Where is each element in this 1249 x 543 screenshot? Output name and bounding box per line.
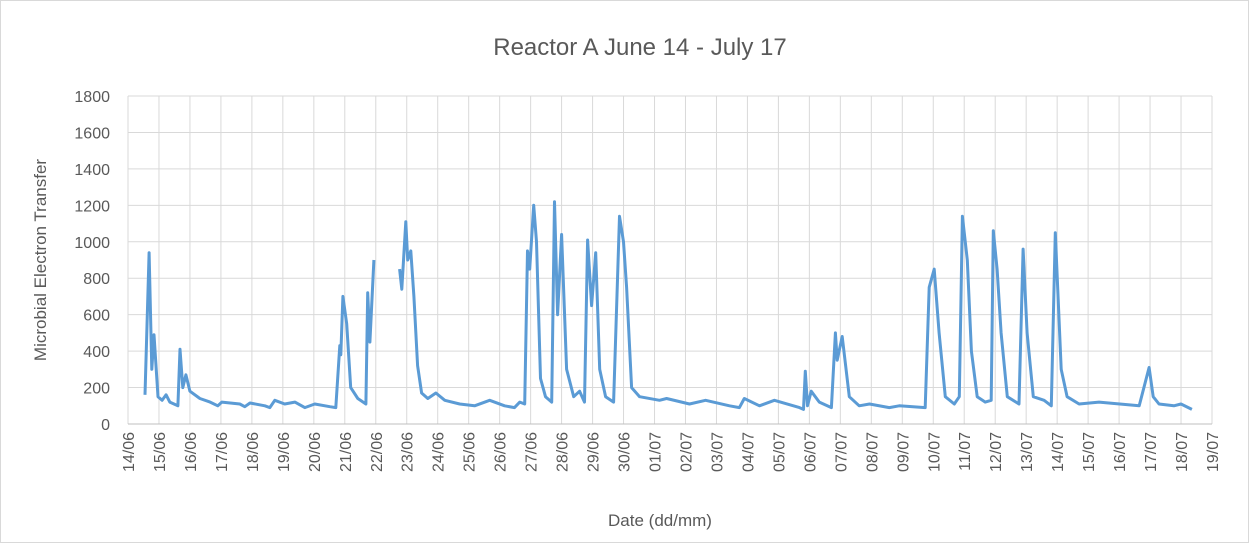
x-tick-label: 19/07 xyxy=(1205,432,1222,472)
x-tick-label: 26/06 xyxy=(493,432,510,472)
y-tick-label: 0 xyxy=(101,417,110,434)
x-tick-label: 07/07 xyxy=(833,432,850,472)
x-tick-label: 14/06 xyxy=(121,432,138,472)
chart-title: Reactor A June 14 - July 17 xyxy=(493,34,787,61)
x-tick-label: 22/06 xyxy=(369,432,386,472)
x-tick-label: 16/06 xyxy=(183,432,200,472)
y-tick-label: 1600 xyxy=(74,125,110,142)
x-tick-label: 23/06 xyxy=(400,432,417,472)
x-tick-label: 30/06 xyxy=(617,432,634,472)
y-tick-label: 1200 xyxy=(74,198,110,215)
x-tick-label: 20/06 xyxy=(307,432,324,472)
x-tick-label: 03/07 xyxy=(709,432,726,472)
x-tick-label: 15/07 xyxy=(1081,432,1098,472)
data-line xyxy=(143,200,1193,411)
x-tick-label: 05/07 xyxy=(771,432,788,472)
y-tick-label: 200 xyxy=(83,381,110,398)
x-tick-label: 21/06 xyxy=(338,432,355,472)
x-tick-label: 28/06 xyxy=(555,432,572,472)
y-tick-label: 1000 xyxy=(74,235,110,252)
x-tick-label: 17/06 xyxy=(214,432,231,472)
x-tick-label: 16/07 xyxy=(1112,432,1129,472)
x-tick-label: 13/07 xyxy=(1019,432,1036,472)
y-tick-label: 800 xyxy=(83,271,110,288)
x-tick-label: 17/07 xyxy=(1143,432,1160,472)
x-tick-label: 02/07 xyxy=(678,432,695,472)
x-tick-label: 29/06 xyxy=(586,432,603,472)
y-tick-label: 400 xyxy=(83,344,110,361)
x-tick-label: 08/07 xyxy=(864,432,881,472)
x-tick-label: 25/06 xyxy=(462,432,479,472)
y-tick-label: 1800 xyxy=(74,89,110,106)
x-tick-label: 10/07 xyxy=(926,432,943,472)
x-tick-label: 27/06 xyxy=(524,432,541,472)
x-tick-label: 09/07 xyxy=(895,432,912,472)
x-tick-label: 06/07 xyxy=(802,432,819,472)
x-tick-label: 15/06 xyxy=(152,432,169,472)
x-tick-label: 12/07 xyxy=(988,432,1005,472)
x-tick-label: 11/07 xyxy=(957,432,974,471)
x-tick-label: 18/07 xyxy=(1174,432,1191,472)
x-axis-label: Date (dd/mm) xyxy=(608,511,712,530)
x-tick-label: 19/06 xyxy=(276,432,293,472)
y-tick-label: 600 xyxy=(83,308,110,325)
x-tick-label: 14/07 xyxy=(1050,432,1067,472)
y-tick-label: 1400 xyxy=(74,162,110,179)
x-tick-label: 24/06 xyxy=(431,432,448,472)
x-tick-label: 18/06 xyxy=(245,432,262,472)
y-axis-label: Microbial Electron Transfer xyxy=(31,159,50,362)
x-tick-label: 01/07 xyxy=(648,432,665,472)
x-tick-label: 04/07 xyxy=(740,432,757,472)
